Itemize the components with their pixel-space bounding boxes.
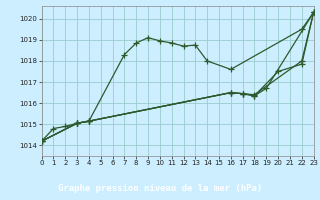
Text: Graphe pression niveau de la mer (hPa): Graphe pression niveau de la mer (hPa) xyxy=(58,184,262,193)
